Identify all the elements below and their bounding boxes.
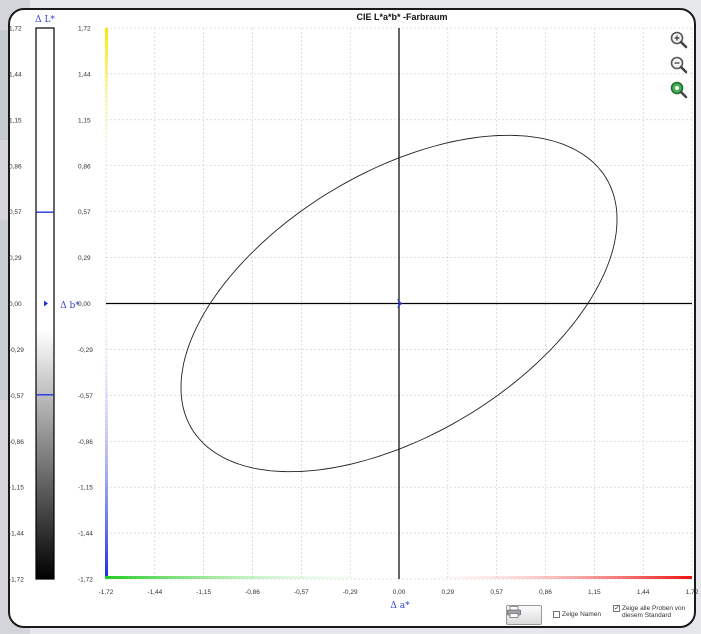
y-tick-label: -0,57 (78, 393, 93, 400)
checkbox-box[interactable] (553, 611, 560, 618)
x-tick-label: -0,29 (343, 589, 358, 596)
y-tick-label: 0,29 (78, 255, 91, 262)
zoom-out-icon[interactable] (669, 55, 689, 75)
lightness-tick-label: -0,57 (9, 393, 24, 400)
show-all-samples-label: Zeige alle Proben von diesem Standard (622, 605, 686, 619)
x-tick-label: 1,44 (637, 589, 650, 596)
lightness-tick-label: 0,00 (9, 301, 22, 308)
lightness-tick-label: 1,44 (9, 71, 22, 78)
y-tick-label: 0,57 (78, 209, 91, 216)
show-names-label: Zeige Namen (562, 611, 602, 618)
lightness-tick-label: 0,29 (9, 255, 22, 262)
x-tick-label: 1,15 (588, 589, 601, 596)
lightness-tick-label: 1,72 (9, 26, 22, 33)
show-all-samples-checkbox[interactable]: ✓ Zeige alle Proben von diesem Standard (613, 605, 685, 619)
x-tick-label: 0,57 (490, 589, 503, 596)
blue-axis-gradient (105, 304, 108, 579)
lightness-sample-marker (44, 300, 48, 307)
checkbox-box[interactable]: ✓ (613, 605, 620, 612)
zoom-fit-icon[interactable] (669, 80, 689, 100)
lightness-tick-label: -1,44 (9, 531, 24, 538)
x-tick-label: -1,44 (147, 589, 162, 596)
chart-window (8, 8, 696, 628)
lightness-tick-label: -1,15 (9, 485, 24, 492)
printer-icon (507, 606, 521, 618)
x-tick-label: 0,00 (393, 589, 406, 596)
y-tick-label: -0,86 (78, 439, 93, 446)
zoom-in-icon[interactable] (669, 30, 689, 50)
y-tick-label: -0,29 (78, 347, 93, 354)
x-tick-label: 0,86 (539, 589, 552, 596)
lightness-tick-label: -1,72 (9, 577, 24, 584)
lightness-tick-label: -0,29 (9, 347, 24, 354)
lightness-tick-label: 1,15 (9, 117, 22, 124)
lightness-tick-label: -0,86 (9, 439, 24, 446)
x-tick-label: 1,72 (686, 589, 699, 596)
x-tick-label: -0,86 (245, 589, 260, 596)
show-names-checkbox[interactable]: Zeige Namen (553, 611, 601, 618)
chart-title: CIE L*a*b* -Farbraum (356, 12, 447, 22)
lightness-tick-label: 0,86 (9, 163, 22, 170)
lightness-axis-label: Δ L* (35, 15, 55, 25)
yellow-axis-gradient (105, 28, 108, 166)
y-tick-label: -1,15 (78, 485, 93, 492)
sample-point (397, 298, 402, 309)
red-axis-gradient (401, 576, 692, 579)
x-tick-label: -0,57 (294, 589, 309, 596)
x-tick-label: -1,72 (99, 589, 114, 596)
green-axis-gradient (105, 576, 401, 579)
y-tick-label: 0,00 (78, 301, 91, 308)
y-tick-label: -1,44 (78, 531, 93, 538)
x-axis-label: Δ a* (390, 601, 410, 611)
y-tick-label: 1,72 (78, 26, 91, 33)
lightness-tick-label: 0,57 (9, 209, 22, 216)
y-tick-label: -1,72 (78, 577, 93, 584)
y-tick-label: 1,44 (78, 71, 91, 78)
print-button[interactable] (506, 605, 542, 625)
y-tick-label: 1,15 (78, 117, 91, 124)
tolerance-ellipse (180, 134, 618, 473)
x-tick-label: -1,15 (196, 589, 211, 596)
y-axis-label: Δ b* (60, 301, 80, 311)
y-tick-label: 0,86 (78, 163, 91, 170)
x-tick-label: 0,29 (442, 589, 455, 596)
